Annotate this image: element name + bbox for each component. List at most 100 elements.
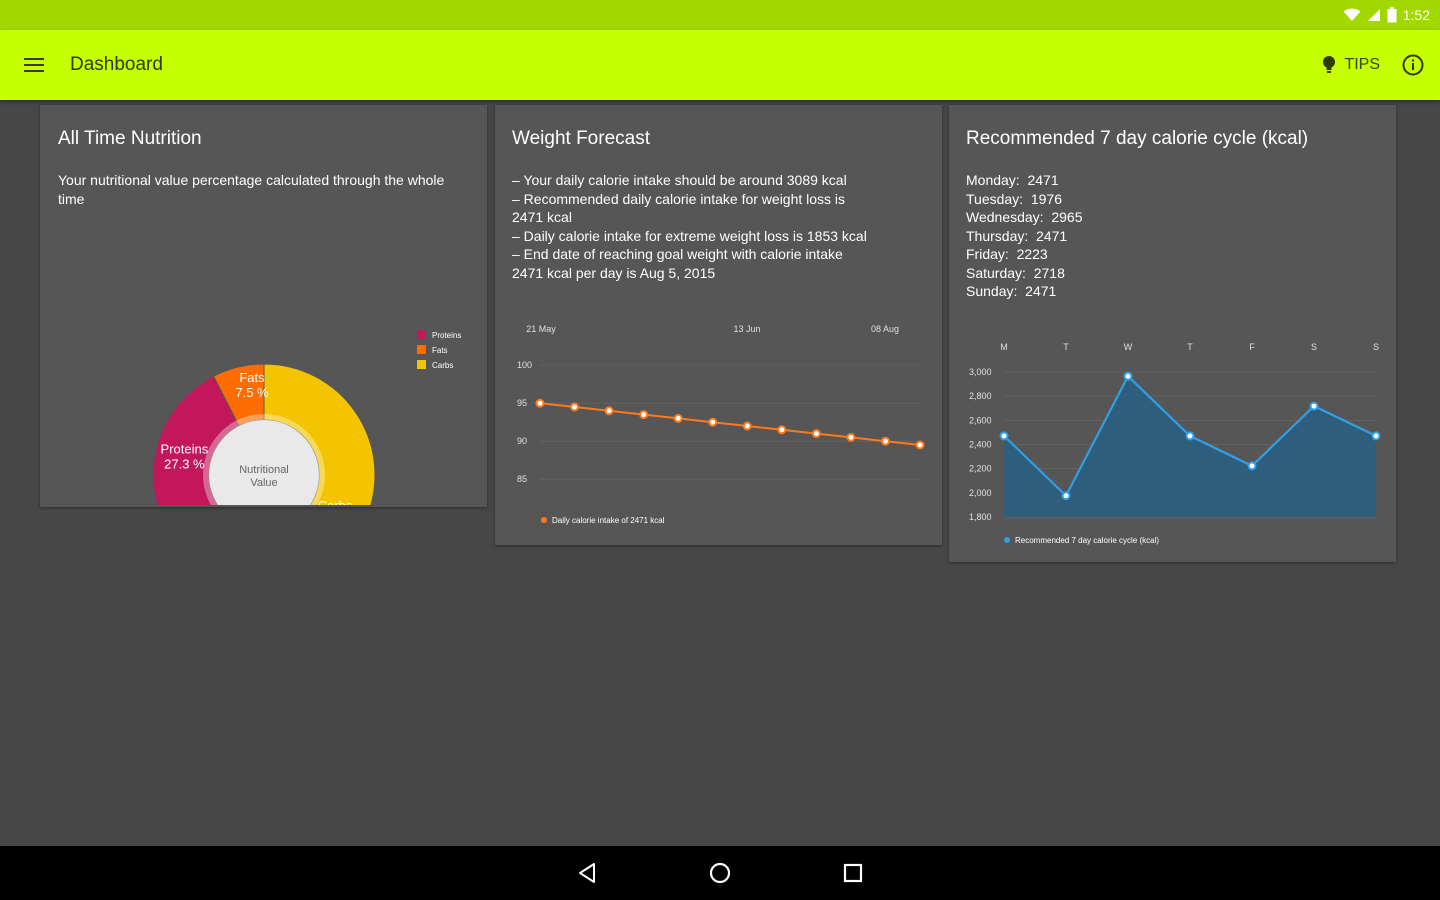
- day-value: 2471: [1025, 283, 1057, 299]
- legend-label: Daily calorie intake of 2471 kcal: [552, 516, 665, 525]
- day-label: Saturday:: [966, 264, 1026, 281]
- center-label: Value: [250, 477, 277, 489]
- card-title: Weight Forecast: [512, 128, 650, 149]
- status-bar: 1:52: [0, 0, 1440, 30]
- y-tick-label: 2,000: [969, 488, 992, 498]
- legend-swatch: [417, 360, 426, 369]
- x-tick-label: S: [1373, 342, 1379, 352]
- cycle-day-row: Sunday: 2471: [966, 282, 1266, 301]
- legend-label: Proteins: [432, 331, 461, 340]
- y-tick-label: 3,000: [969, 367, 992, 377]
- tips-label: TIPS: [1344, 56, 1380, 73]
- slice-label: Fats: [239, 370, 265, 385]
- legend-swatch: [541, 517, 547, 523]
- y-tick-label: 2,800: [969, 391, 992, 401]
- day-label: Wednesday:: [966, 209, 1044, 225]
- cycle-day-row: Tuesday: 1976: [966, 190, 1266, 209]
- info-icon: [1402, 54, 1424, 76]
- x-tick-label: 21 May: [526, 324, 556, 334]
- x-tick-label: 13 Jun: [733, 324, 760, 334]
- x-tick-label: 08 Aug: [871, 324, 899, 334]
- recents-icon: [843, 863, 863, 883]
- card-title: All Time Nutrition: [58, 128, 202, 149]
- info-button[interactable]: [1402, 54, 1424, 76]
- calorie-cycle-chart: M T W T F S S 3,000 2,800 2,600 2,400 2,200 2,000 1,8…: [969, 342, 1381, 545]
- day-label: Sunday:: [966, 283, 1018, 299]
- navigation-bar: [0, 846, 1440, 900]
- data-point: [777, 425, 787, 435]
- data-point: [1123, 371, 1133, 381]
- back-icon: [579, 863, 595, 883]
- data-point: [915, 440, 925, 450]
- data-point: [639, 410, 649, 420]
- cycle-day-row: Wednesday: 2965: [966, 208, 1266, 227]
- data-point: [999, 431, 1009, 441]
- data-point: [846, 432, 856, 442]
- weight-forecast-card: Weight Forecast – Your daily calorie int…: [495, 105, 942, 545]
- day-value: 2471: [1027, 172, 1059, 188]
- battery-icon: [1387, 7, 1397, 23]
- slice-label: Proteins: [161, 441, 209, 456]
- x-tick-label: S: [1311, 342, 1317, 352]
- data-point: [673, 413, 683, 423]
- day-label: Tuesday:: [966, 190, 1024, 207]
- series-line: [539, 402, 921, 446]
- slice-label: Carbs: [318, 498, 353, 505]
- data-point: [811, 429, 821, 439]
- data-point: [708, 417, 718, 427]
- data-point: [1309, 401, 1319, 411]
- signal-icon: [1367, 9, 1380, 21]
- data-point: [604, 406, 614, 416]
- forecast-line: – Daily calorie intake for extreme weigh…: [512, 227, 867, 244]
- tips-button[interactable]: TIPS: [1322, 55, 1380, 75]
- day-label: Monday:: [966, 172, 1020, 188]
- slice-percent: 7.5 %: [235, 385, 269, 400]
- legend-label: Recommended 7 day calorie cycle (kcal): [1015, 536, 1159, 545]
- day-label: Thursday:: [966, 227, 1029, 244]
- forecast-line: – Your daily calorie intake should be ar…: [512, 172, 847, 188]
- calorie-cycle-list: Monday: 2471 Tuesday: 1976 Wednesday: 29…: [966, 171, 1266, 301]
- wifi-icon: [1343, 8, 1361, 21]
- recents-button[interactable]: [842, 862, 864, 884]
- x-tick-label: F: [1249, 342, 1255, 352]
- page-title: Dashboard: [70, 54, 163, 75]
- data-point: [535, 398, 545, 408]
- cycle-day-row: Thursday: 2471: [966, 227, 1266, 246]
- y-tick-label: 1,800: [969, 512, 992, 522]
- legend-swatch: [417, 345, 426, 354]
- menu-icon[interactable]: [24, 50, 54, 80]
- y-tick-label: 95: [517, 398, 527, 408]
- legend-swatch: [1004, 537, 1010, 543]
- y-tick-label: 100: [517, 360, 532, 370]
- back-button[interactable]: [576, 862, 598, 884]
- series-area: [1004, 376, 1376, 517]
- calorie-cycle-card: Recommended 7 day calorie cycle (kcal) M…: [949, 105, 1396, 562]
- day-value: 1976: [1030, 190, 1063, 207]
- data-point: [1061, 491, 1071, 501]
- donut-hole: [209, 420, 319, 505]
- x-tick-label: T: [1063, 342, 1069, 352]
- data-point: [1185, 431, 1195, 441]
- x-tick-label: M: [1000, 342, 1008, 352]
- legend-label: Fats: [432, 346, 448, 355]
- cycle-day-row: Monday: 2471: [966, 171, 1266, 190]
- center-label: Nutritional: [239, 464, 289, 476]
- day-label: Friday:: [966, 246, 1009, 262]
- day-value: 2965: [1051, 209, 1083, 225]
- forecast-line: 2471 kcal per day is Aug 5, 2015: [512, 264, 716, 281]
- home-icon: [709, 862, 731, 884]
- y-tick-label: 2,400: [969, 440, 992, 450]
- home-button[interactable]: [708, 861, 732, 885]
- donut-hole-ring: [203, 414, 325, 505]
- cycle-day-row: Friday: 2223: [966, 245, 1266, 264]
- data-point: [1371, 431, 1381, 441]
- legend-swatch: [417, 330, 426, 339]
- data-point: [742, 421, 752, 431]
- data-point: [570, 402, 580, 412]
- card-description: Your nutritional value percentage calcul…: [58, 172, 445, 207]
- day-value: 2471: [1036, 227, 1068, 244]
- legend-label: Carbs: [432, 361, 453, 370]
- y-tick-label: 2,600: [969, 415, 992, 425]
- data-point: [1247, 461, 1257, 471]
